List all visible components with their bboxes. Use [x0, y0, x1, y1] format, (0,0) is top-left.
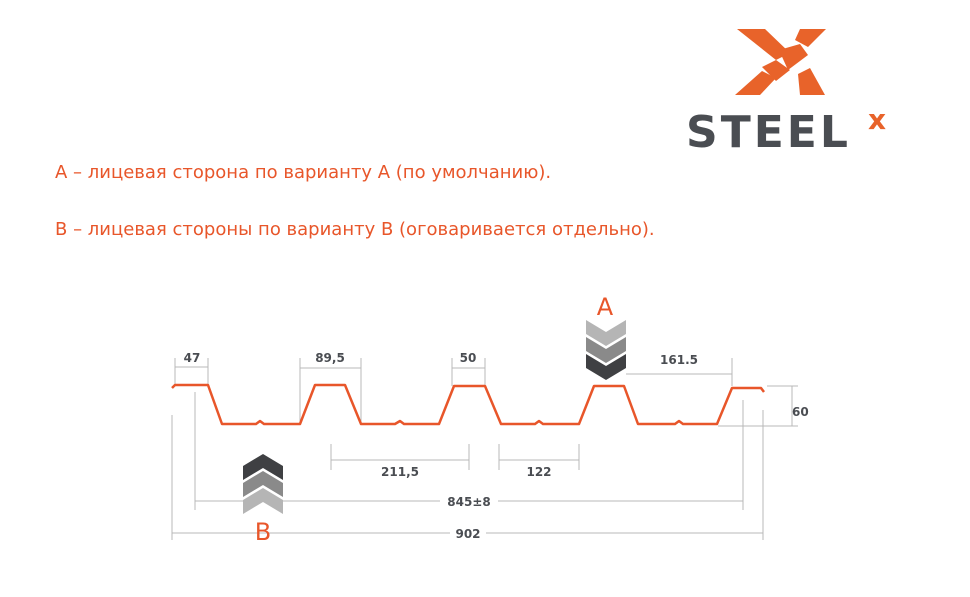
note-side-b: В – лицевая стороны по варианту В (огова… — [55, 219, 655, 240]
logo-x-mark — [735, 29, 826, 95]
side-b-label: B — [255, 518, 271, 546]
dim-902: 902 — [455, 527, 480, 541]
note-side-a: A – лицевая сторона по варианту А (по ум… — [55, 162, 552, 183]
dim-60: 60 — [792, 405, 809, 419]
dim-50: 50 — [460, 351, 477, 365]
dim-47: 47 — [184, 351, 201, 365]
dim-161-5: 161.5 — [660, 353, 698, 367]
logo-superscript: x — [868, 103, 886, 136]
side-a-chevrons-icon — [586, 320, 626, 380]
dim-211-5: 211,5 — [381, 465, 419, 479]
dimension-lines — [171, 358, 798, 540]
dim-122: 122 — [526, 465, 551, 479]
side-b-chevrons-icon — [243, 454, 283, 514]
sheet-profile — [171, 383, 765, 426]
dim-89-5: 89,5 — [315, 351, 345, 365]
steelx-logo: STEEL x — [686, 29, 886, 158]
dim-845: 845±8 — [447, 495, 490, 509]
logo-text: STEEL — [686, 107, 851, 158]
side-a-label: A — [597, 293, 614, 321]
